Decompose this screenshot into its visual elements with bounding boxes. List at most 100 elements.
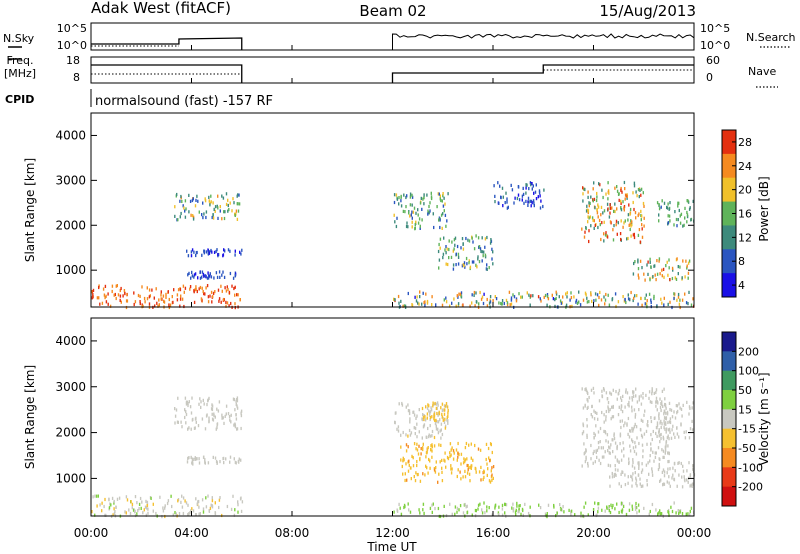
power-cell bbox=[438, 266, 440, 270]
power-cell bbox=[684, 206, 686, 210]
velocity-cell bbox=[621, 508, 624, 512]
power-cell bbox=[624, 197, 626, 201]
velocity-cell bbox=[406, 478, 408, 482]
velocity-cell bbox=[661, 422, 663, 426]
velocity-cell bbox=[230, 507, 233, 511]
colorbar-tick-label: -200 bbox=[738, 481, 763, 494]
velocity-cell bbox=[582, 430, 585, 434]
velocity-cell bbox=[656, 423, 659, 427]
power-cell bbox=[443, 209, 445, 213]
velocity-cell bbox=[631, 464, 634, 468]
power-cell bbox=[448, 256, 450, 260]
power-cell bbox=[187, 254, 190, 258]
velocity-cell bbox=[591, 404, 593, 408]
power-cell bbox=[588, 239, 590, 244]
velocity-cell bbox=[570, 509, 573, 513]
power-cell bbox=[675, 277, 678, 281]
velocity-cell bbox=[198, 457, 200, 461]
power-cell bbox=[447, 262, 449, 267]
power-cell bbox=[511, 188, 514, 192]
velocity-cell bbox=[235, 417, 238, 421]
velocity-cell bbox=[113, 512, 116, 516]
velocity-cell bbox=[426, 447, 429, 451]
velocity-cell bbox=[427, 426, 429, 431]
power-cell bbox=[488, 301, 491, 305]
velocity-cell bbox=[631, 484, 633, 488]
velocity-cell bbox=[441, 412, 443, 416]
velocity-cell bbox=[586, 435, 588, 439]
velocity-cell bbox=[199, 397, 201, 401]
velocity-cell bbox=[450, 467, 452, 471]
velocity-cell bbox=[178, 512, 181, 516]
power-cell bbox=[528, 187, 530, 191]
power-cell bbox=[407, 291, 409, 296]
velocity-cell bbox=[464, 469, 466, 473]
power-cell bbox=[520, 295, 522, 299]
power-cell bbox=[439, 237, 442, 241]
power-cell bbox=[119, 298, 121, 302]
velocity-cell bbox=[236, 396, 239, 400]
velocity-cell bbox=[431, 415, 433, 419]
velocity-cell bbox=[612, 450, 614, 454]
power-cell bbox=[201, 270, 204, 274]
velocity-cell bbox=[690, 483, 692, 487]
velocity-cell bbox=[687, 480, 689, 484]
power-cell bbox=[575, 298, 578, 302]
velocity-cell bbox=[611, 475, 614, 479]
velocity-cell bbox=[691, 484, 693, 488]
power-cell bbox=[211, 250, 213, 254]
power-cell bbox=[479, 247, 482, 251]
velocity-cell bbox=[619, 419, 621, 423]
power-cell bbox=[207, 251, 210, 255]
velocity-cell bbox=[213, 414, 215, 418]
velocity-cell bbox=[441, 415, 444, 419]
velocity-cell bbox=[638, 464, 640, 468]
power-cell bbox=[201, 286, 203, 290]
velocity-cell bbox=[145, 499, 147, 503]
velocity-cell bbox=[559, 503, 561, 507]
power-cell bbox=[226, 301, 229, 305]
power-cell bbox=[462, 247, 465, 251]
power-cell bbox=[587, 195, 589, 199]
velocity-cell bbox=[584, 501, 587, 505]
velocity-cell bbox=[692, 464, 694, 468]
velocity-cell bbox=[596, 455, 598, 459]
power-cell bbox=[442, 252, 445, 256]
velocity-cell bbox=[225, 404, 228, 408]
velocity-cell bbox=[647, 420, 649, 424]
velocity-cell bbox=[632, 394, 635, 398]
power-cell bbox=[626, 194, 628, 198]
velocity-cell bbox=[647, 461, 649, 465]
power-cell bbox=[678, 208, 680, 213]
power-cell bbox=[606, 202, 609, 206]
power-cell bbox=[415, 211, 417, 215]
velocity-cell bbox=[466, 510, 469, 514]
power-cell bbox=[227, 248, 230, 252]
power-cell bbox=[452, 263, 455, 267]
velocity-cell bbox=[218, 505, 220, 510]
velocity-cell bbox=[585, 388, 588, 392]
velocity-cell bbox=[634, 441, 636, 445]
power-cell bbox=[451, 301, 453, 305]
velocity-cell bbox=[631, 478, 634, 482]
power-cell bbox=[411, 225, 413, 229]
power-cell bbox=[428, 204, 430, 209]
power-cell bbox=[507, 205, 509, 209]
velocity-cell bbox=[240, 426, 242, 431]
power-cell bbox=[621, 190, 623, 194]
velocity-cell bbox=[624, 473, 626, 477]
power-cell bbox=[202, 289, 204, 294]
velocity-cell bbox=[625, 512, 628, 517]
power-cell bbox=[396, 216, 398, 220]
velocity-cell bbox=[632, 440, 634, 444]
velocity-cell bbox=[606, 505, 608, 509]
velocity-cell bbox=[631, 409, 633, 413]
velocity-cell bbox=[174, 511, 176, 515]
power-cell bbox=[148, 302, 151, 306]
velocity-cell bbox=[184, 396, 187, 400]
velocity-cell bbox=[638, 408, 640, 412]
power-cell bbox=[625, 300, 627, 305]
power-cell bbox=[612, 238, 615, 242]
velocity-cell bbox=[401, 464, 403, 469]
